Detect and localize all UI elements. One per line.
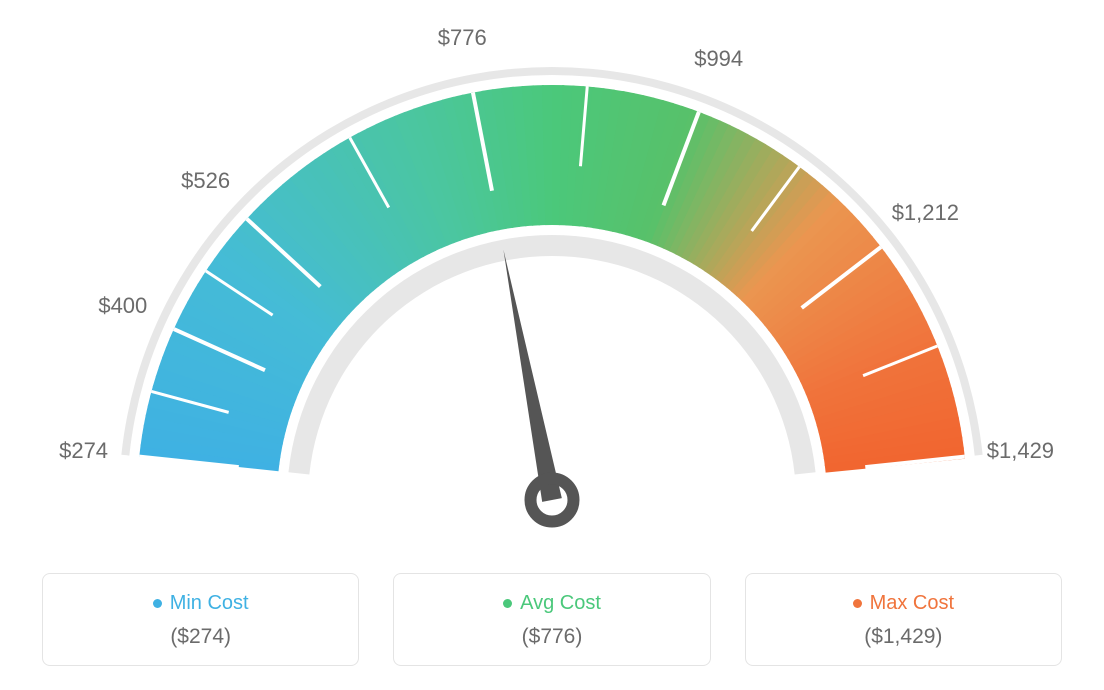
gauge-chart: $274 $400 $526 $776 $994 $1,212 $1,429 (0, 0, 1104, 560)
legend-value-avg: ($776) (404, 625, 699, 649)
legend-title-min: Min Cost (153, 592, 249, 615)
gauge-tick-label: $994 (694, 46, 743, 72)
legend-label-max: Max Cost (870, 592, 954, 615)
legend-row: Min Cost ($274) Avg Cost ($776) Max Cost… (42, 573, 1062, 666)
gauge-tick-label: $526 (181, 168, 230, 194)
legend-title-avg: Avg Cost (503, 592, 601, 615)
legend-title-max: Max Cost (853, 592, 954, 615)
gauge-tick-label: $1,212 (892, 200, 959, 226)
gauge-svg (0, 0, 1104, 560)
legend-value-min: ($274) (53, 625, 348, 649)
legend-label-min: Min Cost (170, 592, 249, 615)
legend-label-avg: Avg Cost (520, 592, 601, 615)
gauge-tick-label: $776 (438, 25, 487, 51)
legend-card-avg: Avg Cost ($776) (393, 573, 710, 666)
legend-dot-min (153, 599, 162, 608)
gauge-tick-label: $1,429 (987, 438, 1054, 464)
legend-dot-avg (503, 599, 512, 608)
legend-value-max: ($1,429) (756, 625, 1051, 649)
gauge-tick-label: $400 (98, 293, 147, 319)
legend-dot-max (853, 599, 862, 608)
gauge-tick-label: $274 (59, 438, 108, 464)
legend-card-min: Min Cost ($274) (42, 573, 359, 666)
legend-card-max: Max Cost ($1,429) (745, 573, 1062, 666)
